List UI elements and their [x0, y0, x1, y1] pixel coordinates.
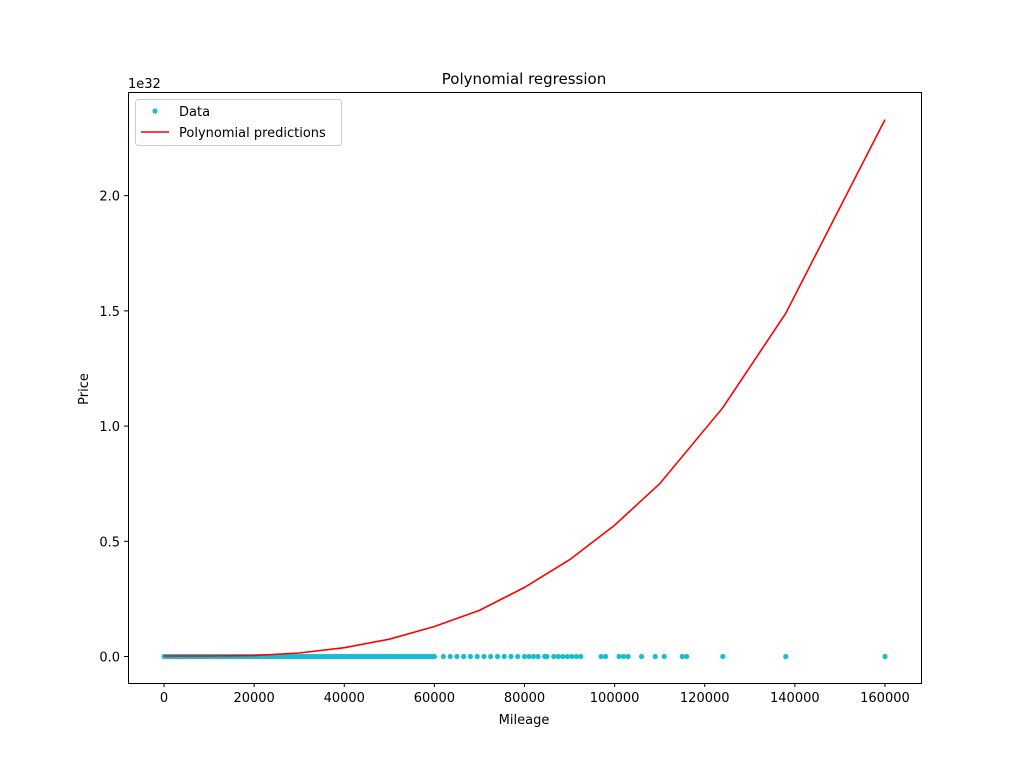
data-point [783, 653, 789, 660]
data-point [639, 653, 645, 660]
chart-title: Polynomial regression [442, 70, 606, 88]
data-point [551, 653, 557, 660]
x-tick-label: 60000 [414, 691, 455, 706]
data-point [684, 653, 690, 660]
prediction-line [164, 119, 886, 657]
data-point [652, 653, 658, 660]
data-point [526, 653, 532, 660]
x-axis: 0 20000 40000 60000 80000 100000 120000 140000 1… [160, 683, 910, 706]
data-point [481, 653, 487, 660]
data-point [661, 653, 667, 660]
data-point [474, 653, 480, 660]
data-point [598, 653, 604, 660]
y-tick-label: 1.0 [99, 420, 120, 435]
data-point [679, 653, 685, 660]
y-axis: 0.0 0.5 1.0 1.5 2.0 [99, 190, 128, 666]
legend-label-predictions: Polynomial predictions [179, 126, 326, 141]
data-point [569, 653, 575, 660]
y-tick-label: 1.5 [99, 305, 120, 320]
data-point [440, 653, 446, 660]
legend-marker-data [152, 108, 158, 114]
data-point [555, 653, 561, 660]
data-point [467, 653, 473, 660]
x-tick-label: 20000 [233, 691, 274, 706]
legend: Data Polynomial predictions [135, 99, 342, 146]
data-point [454, 653, 460, 660]
data-point [560, 653, 566, 660]
y-tick-label: 2.0 [99, 190, 120, 205]
x-axis-label: Mileage [499, 713, 550, 728]
data-point [882, 653, 888, 660]
data-point [621, 653, 627, 660]
data-point [447, 653, 453, 660]
data-point [573, 653, 579, 660]
y-tick-label: 0.0 [99, 651, 120, 666]
x-tick-label: 140000 [770, 691, 820, 706]
x-tick-label: 0 [160, 691, 168, 706]
y-offset-label: 1e32 [128, 77, 161, 92]
data-point [564, 653, 570, 660]
x-tick-label: 80000 [504, 691, 545, 706]
data-point [720, 653, 726, 660]
x-tick-label: 120000 [680, 691, 730, 706]
y-axis-label: Price [77, 373, 92, 405]
data-point [530, 653, 537, 660]
plot-area [161, 119, 888, 660]
data-point [544, 653, 550, 660]
data-point [521, 653, 528, 660]
y-tick-label: 0.5 [99, 535, 120, 550]
x-tick-label: 40000 [324, 691, 365, 706]
data-point [603, 653, 609, 660]
legend-box [135, 99, 342, 146]
data-point [616, 653, 622, 660]
x-tick-label: 160000 [860, 691, 910, 706]
data-point [501, 653, 507, 660]
data-point [625, 653, 631, 660]
data-point [508, 653, 514, 660]
data-point [431, 653, 437, 660]
data-point [535, 653, 541, 660]
x-tick-label: 100000 [590, 691, 640, 706]
data-point [461, 653, 467, 660]
data-point [578, 653, 584, 660]
data-point [515, 653, 521, 660]
legend-label-data: Data [179, 105, 210, 120]
data-point [488, 653, 494, 660]
data-point [494, 653, 501, 660]
axes-frame [128, 92, 922, 684]
